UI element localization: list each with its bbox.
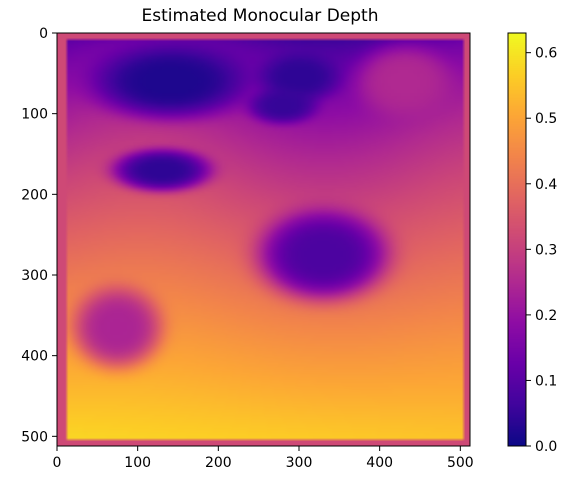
y-tick-label: 300 bbox=[21, 268, 48, 284]
colorbar-tick-label: 0.4 bbox=[535, 177, 557, 193]
colorbar-tick-label: 0.3 bbox=[535, 242, 557, 258]
y-tick-label: 100 bbox=[21, 107, 48, 123]
colorbar-axis: 0.0 0.1 0.2 0.3 0.4 0.5 0.6 bbox=[526, 46, 557, 455]
depth-heatmap bbox=[57, 33, 470, 446]
x-tick-label: 100 bbox=[124, 455, 151, 471]
colorbar-gradient bbox=[508, 33, 526, 446]
heatmap-frame bbox=[56, 32, 471, 447]
y-tick-label: 500 bbox=[21, 429, 48, 445]
x-tick-label: 500 bbox=[447, 455, 474, 471]
x-axis: 0 100 200 300 400 500 bbox=[53, 446, 474, 471]
colorbar-tick-label: 0.0 bbox=[535, 439, 557, 455]
x-tick-label: 0 bbox=[53, 455, 62, 471]
colorbar-tick-label: 0.6 bbox=[535, 46, 557, 62]
chart-title: Estimated Monocular Depth bbox=[142, 6, 379, 26]
y-tick-label: 400 bbox=[21, 349, 48, 365]
colorbar-tick-label: 0.2 bbox=[535, 308, 557, 324]
x-tick-label: 400 bbox=[366, 455, 393, 471]
colorbar-tick-label: 0.1 bbox=[535, 373, 557, 389]
colorbar-tick-label: 0.5 bbox=[535, 111, 557, 127]
colorbar-frame bbox=[507, 32, 527, 447]
y-axis: 0 100 200 300 400 500 bbox=[21, 26, 57, 445]
x-tick-label: 200 bbox=[205, 455, 232, 471]
y-tick-label: 0 bbox=[39, 26, 48, 42]
y-tick-label: 200 bbox=[21, 187, 48, 203]
x-tick-label: 300 bbox=[286, 455, 313, 471]
